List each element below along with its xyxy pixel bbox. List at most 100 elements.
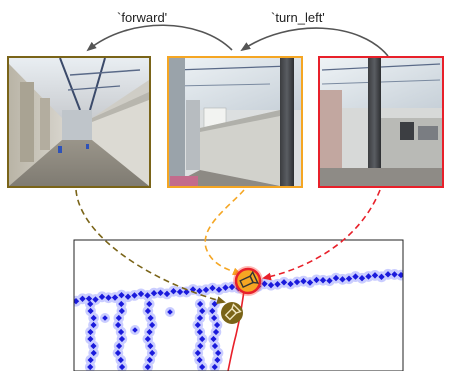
forward-arrow [86, 24, 233, 52]
trajectory-point [371, 272, 379, 279]
trajectory-point [211, 363, 218, 371]
trajectory-point [213, 321, 221, 329]
trajectory-point [339, 276, 346, 283]
trajectory-point [287, 280, 294, 288]
trajectory-point [332, 274, 340, 282]
camera-icon [239, 270, 259, 289]
trajectory-point [85, 295, 93, 302]
trajectory-point [118, 363, 126, 371]
trajectory-point [211, 300, 218, 308]
forward-label: `forward' [117, 10, 167, 25]
trajectory-point [183, 288, 190, 296]
frame-3-image [320, 58, 442, 186]
turn-left-label: `turn_left' [271, 10, 325, 25]
frame-1-link [75, 189, 226, 305]
trajectory-point [131, 292, 138, 299]
trajectory-point [118, 307, 125, 315]
trajectory-point [144, 363, 151, 371]
trajectory-point [352, 273, 359, 280]
trajectory-point [199, 307, 206, 315]
trajectory-point [118, 335, 126, 343]
trajectory-point [194, 349, 201, 357]
trajectory-point [214, 356, 221, 364]
trajectory-point [117, 328, 125, 336]
trajectory-point [228, 283, 236, 291]
trajectory-point [117, 356, 124, 364]
trajectory-point [115, 342, 123, 350]
frame-3-border [318, 56, 444, 188]
trajectory-point [146, 300, 153, 308]
trajectory-point [87, 328, 94, 336]
trajectory-point [293, 278, 301, 286]
trajectory-point [90, 314, 97, 322]
trajectory-point [212, 328, 220, 336]
trajectory-point [211, 342, 219, 350]
trajectory-point [199, 363, 206, 371]
trajectory-point [358, 275, 366, 282]
trajectory-point [115, 314, 122, 322]
trajectory-point [90, 321, 97, 329]
trajectory-point [176, 288, 184, 296]
trajectory-point [194, 321, 201, 329]
trajectory-point [209, 307, 216, 315]
frame-2-image [169, 58, 301, 186]
trajectory-point [167, 309, 173, 315]
trajectory-point [147, 342, 154, 350]
frame-2-border [167, 56, 303, 188]
trajectory-point [163, 290, 171, 298]
trajectory-point [144, 335, 151, 343]
trajectory-point [365, 273, 372, 280]
trajectory-point [150, 290, 158, 297]
trajectory-point [196, 328, 203, 336]
trajectory-point [111, 294, 119, 301]
trajectory-point [105, 294, 112, 301]
trajectory-point [345, 275, 353, 282]
trajectory-point [90, 349, 97, 357]
frame-2-link [204, 189, 245, 276]
trajectory-point [384, 271, 392, 278]
current-trajectory-path [227, 281, 246, 371]
trajectory-point [261, 280, 268, 287]
trajectory-point [267, 281, 275, 289]
trajectory-point [146, 356, 153, 364]
trajectory-point [98, 293, 106, 301]
previous-pose-marker [221, 302, 243, 324]
trajectory-point [144, 292, 151, 299]
trajectory-point [149, 349, 156, 357]
trajectory-point [197, 300, 204, 308]
trajectory-point [202, 286, 210, 294]
trajectory-point [274, 281, 281, 288]
trajectory-point [189, 286, 197, 293]
trajectory-point [391, 271, 398, 278]
trajectory-point [149, 321, 156, 329]
trajectory-point [124, 293, 132, 300]
trajectory-point [222, 284, 229, 291]
turn-left-arrow [240, 27, 389, 57]
frame-1-border [7, 56, 151, 188]
trajectory-point [87, 300, 94, 308]
trajectory-point [114, 349, 122, 357]
trajectory-point [137, 290, 145, 298]
trajectory-point [378, 273, 385, 281]
trajectory-point [280, 279, 288, 286]
trajectory-point [215, 286, 223, 293]
trajectory-point [118, 300, 125, 308]
trajectory-point [90, 342, 97, 350]
trajectory-point [313, 276, 320, 284]
trajectory-point [196, 356, 203, 364]
trajectory-point [211, 314, 218, 322]
trajectory-point [87, 307, 94, 315]
trajectory-point [87, 335, 94, 343]
trajectory-point [196, 287, 203, 295]
trajectory-point [147, 314, 154, 322]
trajectory-point [210, 335, 217, 343]
trajectory-point [102, 315, 108, 321]
trajectory-point [196, 314, 204, 322]
trajectory-point [87, 356, 94, 364]
trajectory-point [326, 277, 333, 284]
trajectory-point [300, 277, 307, 285]
trajectory-point [157, 289, 164, 297]
trajectory-point [397, 271, 403, 279]
trajectory-point [199, 335, 206, 343]
